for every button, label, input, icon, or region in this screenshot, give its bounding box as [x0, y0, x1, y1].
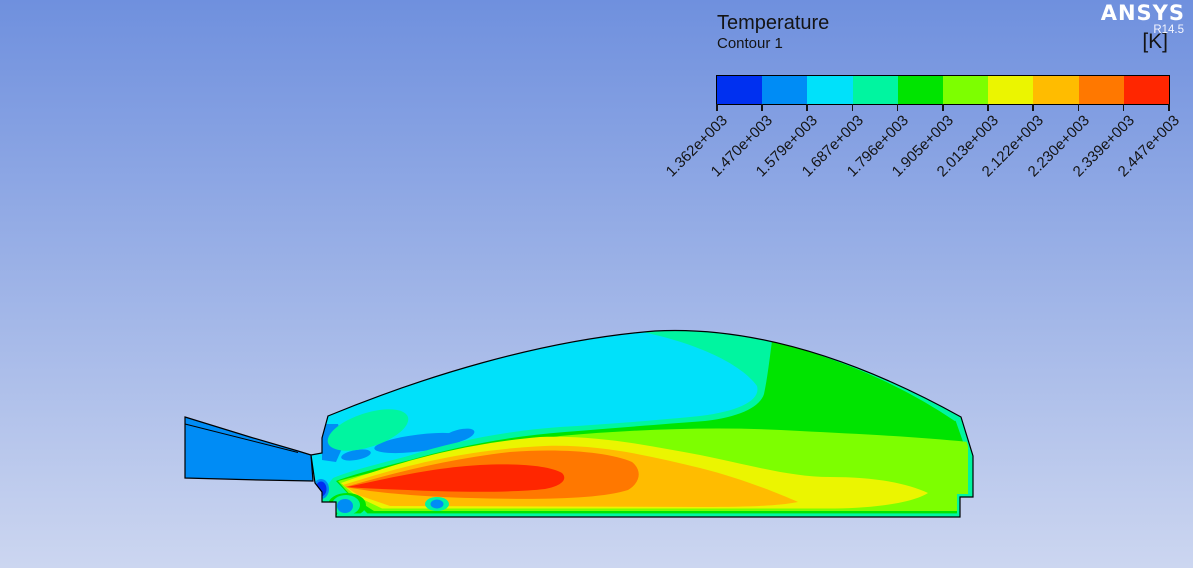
colorbar-tick [942, 104, 944, 111]
contour-teal-corner-patch [327, 409, 409, 451]
contour-blue-dot-2 [430, 499, 444, 509]
legend-subtitle: Contour 1 [717, 35, 783, 52]
contour-bottom-blue-blob [337, 499, 353, 513]
colorbar-segment [762, 76, 808, 104]
colorbar-tick [1122, 104, 1125, 111]
colorbar-segment [988, 76, 1034, 104]
legend-unit: [K] [1142, 30, 1168, 53]
colorbar-ticks [716, 104, 1170, 111]
contour-bottom-wall-strip [337, 513, 959, 517]
colorbar [716, 75, 1170, 105]
colorbar-segment [1033, 76, 1079, 104]
contour-red-core [347, 464, 565, 492]
colorbar-tick [1032, 104, 1034, 111]
colorbar-tick [1168, 104, 1170, 111]
colorbar-labels: 1.362e+003 1.470e+003 1.579e+003 1.687e+003… [0, 112, 1193, 232]
contour-blue-streak-1 [374, 432, 464, 454]
inlet-fill [185, 417, 313, 481]
colorbar-tick [987, 104, 989, 111]
colorbar-segment [897, 76, 944, 104]
legend-title: Temperature [717, 12, 830, 34]
ansys-version-text: R14.5 [1153, 24, 1184, 36]
inlet-duct [184, 416, 314, 482]
chamber-outline [310, 329, 974, 518]
contour-blue-streak-2 [341, 449, 371, 461]
colorbar-segment [807, 76, 853, 104]
colorbar-tick [806, 104, 808, 111]
ansys-brand-text: ANSYS [1100, 1, 1185, 25]
colorbar-segment [852, 76, 898, 104]
colorbar-tick [896, 104, 899, 111]
colorbar-tick [716, 104, 718, 111]
colorbar-tick [851, 104, 854, 111]
colorbar-tick [1077, 104, 1080, 111]
colorbar-segment [717, 76, 763, 104]
contour-blue-streak-3 [441, 428, 475, 444]
inlet-outline [184, 416, 314, 482]
colorbar-tick [761, 104, 763, 111]
colorbar-segment [1078, 76, 1124, 104]
inlet-inner-top-line [184, 423, 299, 453]
chamber-contour-field [311, 330, 973, 517]
colorbar-segment [1123, 76, 1170, 104]
contour-throat-darkblue-dot [315, 481, 327, 497]
colorbar-segment [943, 76, 989, 104]
